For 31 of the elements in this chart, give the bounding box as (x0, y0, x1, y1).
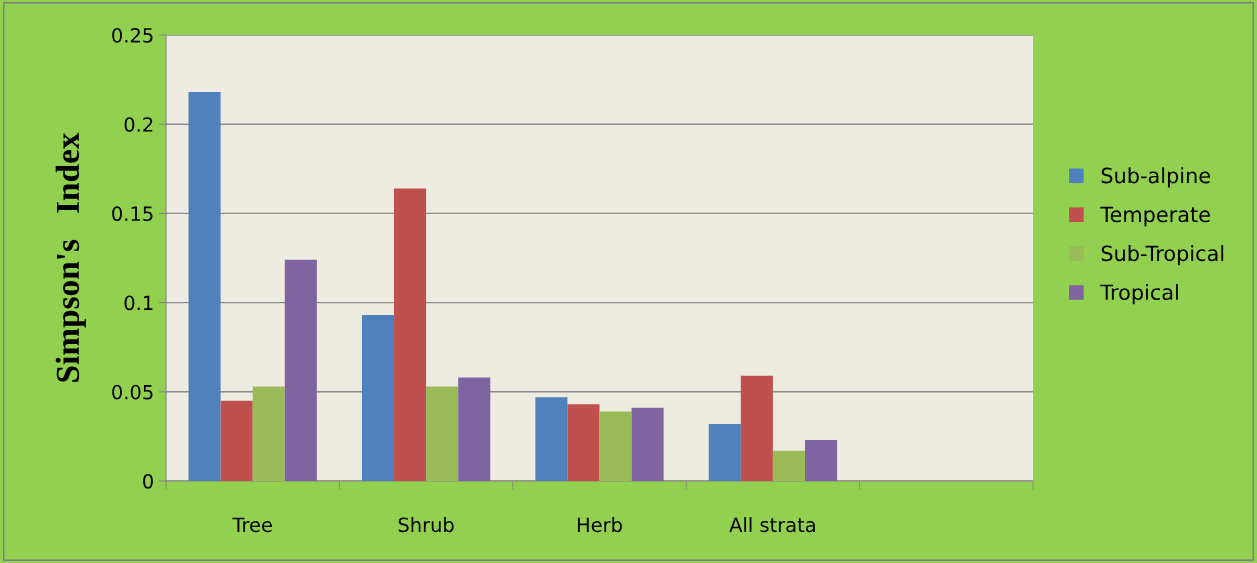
legend-label: Sub-alpine (1101, 167, 1210, 188)
x-tick-label: All strata (729, 517, 815, 533)
y-axis-title: Simpson's Index (55, 132, 86, 382)
y-tick-label: 0.15 (112, 206, 153, 222)
bar (188, 92, 221, 481)
y-tick-label: 0.2 (124, 117, 153, 132)
x-tick-label: Shrub (398, 517, 454, 533)
bar (284, 259, 317, 481)
bar (804, 439, 838, 481)
bar (458, 377, 491, 481)
bar (631, 407, 664, 481)
x-tick-label: Tree (232, 517, 272, 533)
bar (426, 386, 459, 481)
y-tick-label: 0.25 (112, 27, 153, 43)
bar (772, 450, 805, 481)
legend-label: Tropical (1100, 283, 1178, 305)
bar (394, 188, 427, 481)
bar (740, 375, 773, 481)
bar (567, 404, 600, 481)
legend-label: Sub-Tropical (1101, 245, 1224, 266)
bar (599, 411, 632, 481)
y-tick-label: 0.1 (124, 295, 153, 311)
y-tick-label: 0.05 (112, 384, 153, 400)
legend-label: Temperate (1100, 206, 1210, 227)
bar (708, 423, 741, 481)
x-tick-label: Herb (577, 517, 622, 533)
y-tick-label: 0 (143, 473, 153, 489)
bar (252, 386, 285, 481)
bar (361, 315, 395, 481)
bar (535, 397, 568, 481)
bar (220, 400, 253, 481)
